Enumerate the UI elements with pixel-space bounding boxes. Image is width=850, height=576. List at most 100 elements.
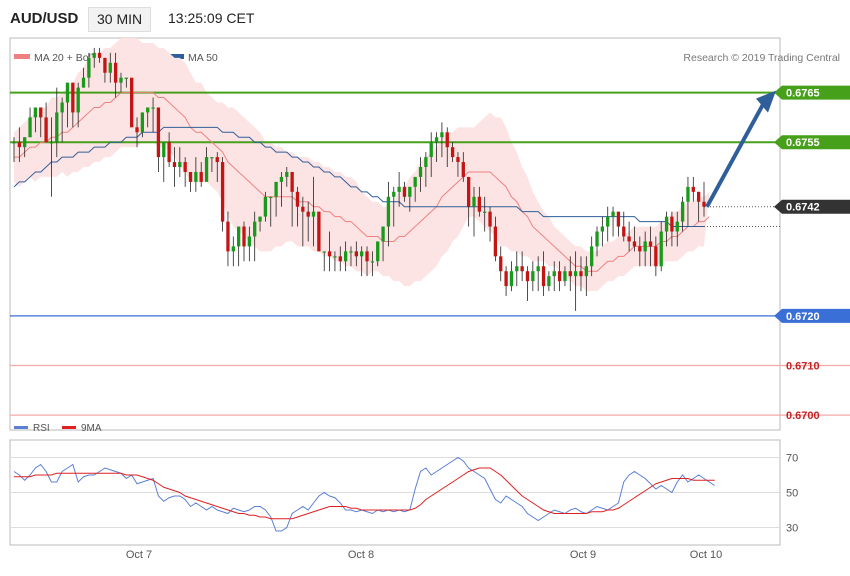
candle — [590, 236, 594, 277]
candle-body — [124, 77, 128, 79]
candle — [108, 52, 112, 83]
candle — [680, 196, 685, 232]
x-axis-label: Oct 8 — [348, 549, 374, 561]
level-label-0.6742: 0.6742 — [786, 202, 820, 214]
candle-body — [504, 271, 508, 287]
candle-body — [418, 167, 423, 177]
candle-body — [39, 107, 43, 118]
candle-body — [162, 142, 166, 158]
candle-body — [172, 162, 177, 168]
candle-body — [654, 246, 658, 267]
candle-body — [472, 196, 476, 207]
candle-body — [156, 107, 161, 158]
candle-body — [568, 271, 572, 277]
candle — [322, 251, 326, 272]
candle — [269, 196, 273, 227]
candle — [124, 77, 128, 88]
rsi-tick-label: 30 — [786, 523, 798, 535]
level-tag-0.6742 — [774, 199, 850, 214]
candle-body — [680, 201, 685, 222]
timeframe-badge[interactable]: 30 MIN — [88, 7, 152, 32]
legend-bollinger-swatch — [14, 54, 30, 59]
candle — [231, 236, 235, 267]
candle — [691, 176, 695, 202]
candle — [520, 251, 524, 282]
candle — [584, 256, 588, 297]
candle-body — [140, 112, 145, 133]
candle-body — [146, 107, 150, 113]
copyright-label: Research © 2019 Trading Central — [683, 52, 840, 64]
candle-body — [440, 132, 444, 138]
candle-body — [611, 211, 615, 217]
rsi-tick-label: 50 — [786, 488, 798, 500]
candle-body — [600, 226, 605, 232]
candle — [247, 226, 252, 262]
candle — [194, 157, 198, 192]
candle-body — [466, 176, 471, 207]
candle-body — [643, 241, 647, 252]
candle-body — [675, 221, 679, 232]
candle — [71, 82, 75, 128]
candle — [702, 181, 706, 217]
candle — [333, 251, 337, 272]
candle — [568, 256, 572, 292]
candle — [477, 186, 482, 217]
candle-body — [236, 226, 241, 247]
candle — [483, 196, 487, 232]
candle — [541, 251, 546, 297]
candle-body — [622, 226, 626, 237]
candle — [295, 186, 300, 227]
candle — [81, 67, 86, 88]
bollinger-band — [14, 38, 710, 292]
candle-body — [295, 191, 300, 207]
candle-body — [92, 52, 96, 58]
ma50-line — [13, 126, 704, 228]
candle-body — [97, 52, 102, 58]
candle-body — [557, 271, 562, 282]
candle-body — [60, 102, 64, 113]
candle-body — [579, 271, 583, 277]
candle — [317, 211, 321, 252]
candle-body — [509, 271, 514, 287]
candle — [638, 236, 642, 267]
candle-body — [365, 251, 369, 262]
candle — [151, 97, 155, 133]
candle — [327, 231, 332, 272]
candle — [167, 132, 171, 168]
candle-body — [113, 62, 118, 83]
candle-body — [194, 171, 198, 182]
legend-rsi-ma-label: 9MA — [81, 423, 102, 434]
level-label-0.6765: 0.6765 — [786, 88, 820, 100]
level-label-0.6720: 0.6720 — [786, 311, 820, 323]
candle-body — [279, 176, 284, 182]
candle-body — [445, 132, 449, 148]
legend-ma50-label: MA 50 — [188, 52, 218, 64]
candle-body — [397, 186, 401, 192]
candle-body — [178, 162, 182, 168]
candle — [60, 97, 64, 143]
candle-body — [493, 226, 498, 257]
candle-body — [333, 256, 337, 258]
candle — [87, 52, 91, 88]
candle-body — [87, 57, 91, 78]
candle-body — [44, 117, 48, 143]
level-label-0.6700: 0.6700 — [786, 410, 820, 422]
chart-header: AUD/USD 30 MIN 13:25:09 CET — [0, 0, 850, 38]
candle — [659, 221, 663, 272]
candle — [461, 152, 465, 182]
candle-body — [130, 77, 134, 128]
candle-body — [76, 87, 80, 113]
candle-body — [301, 206, 305, 212]
candle — [306, 201, 310, 242]
candle-body — [606, 216, 610, 227]
candle — [204, 147, 209, 182]
level-tag-0.6720 — [774, 308, 850, 323]
candle-body — [648, 241, 653, 247]
candle-body — [616, 211, 621, 227]
candle-body — [285, 171, 289, 177]
candle — [504, 266, 508, 297]
candle-body — [520, 266, 524, 272]
candle-body — [12, 142, 16, 144]
candle — [408, 186, 412, 212]
candle — [696, 191, 701, 222]
